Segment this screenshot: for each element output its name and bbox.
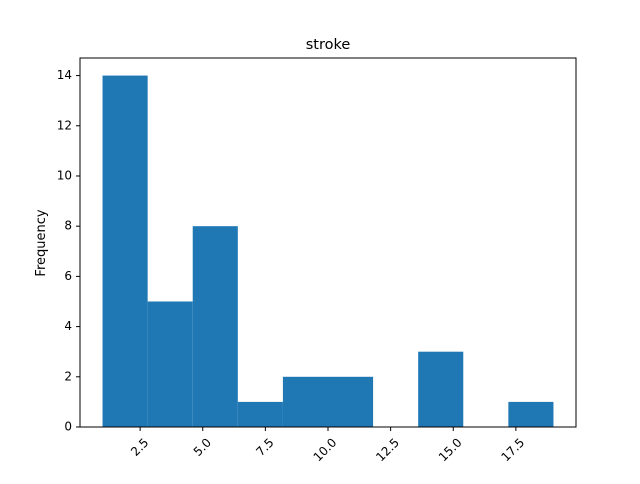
x-tick-label: 15.0 xyxy=(436,435,465,464)
y-tick-label: 10 xyxy=(57,168,72,182)
x-ticks-group: 2.5 5.0 7.5 10.0 12.5 15.0 17.5 xyxy=(128,427,527,464)
histogram-bar xyxy=(508,401,554,427)
histogram-bar xyxy=(418,351,464,427)
histogram-bar xyxy=(192,226,238,427)
histogram-bar xyxy=(237,401,283,427)
y-axis-label: Frequency xyxy=(34,209,49,276)
y-tick-label: 8 xyxy=(64,219,72,233)
histogram-bar xyxy=(102,75,148,428)
x-tick-label: 7.5 xyxy=(253,435,276,458)
y-tick-label: 4 xyxy=(64,319,72,333)
y-tick-label: 0 xyxy=(64,420,72,434)
y-tick-label: 2 xyxy=(64,369,72,383)
histogram-bar xyxy=(147,301,193,427)
chart-title: stroke xyxy=(306,37,351,53)
y-ticks-group: 0 2 4 6 8 10 12 14 xyxy=(57,68,80,434)
histogram-bar xyxy=(328,376,374,427)
y-tick-label: 12 xyxy=(57,118,72,132)
y-tick-label: 14 xyxy=(57,68,72,82)
plot-frame xyxy=(79,57,577,428)
x-tick-label: 10.0 xyxy=(311,435,340,464)
x-tick-label: 5.0 xyxy=(191,435,214,458)
x-tick-label: 12.5 xyxy=(373,435,402,464)
bars-group xyxy=(102,75,554,428)
x-tick-label: 17.5 xyxy=(498,435,527,464)
histogram-bar xyxy=(282,376,328,427)
x-tick-label: 2.5 xyxy=(128,435,151,458)
y-tick-label: 6 xyxy=(64,269,72,283)
